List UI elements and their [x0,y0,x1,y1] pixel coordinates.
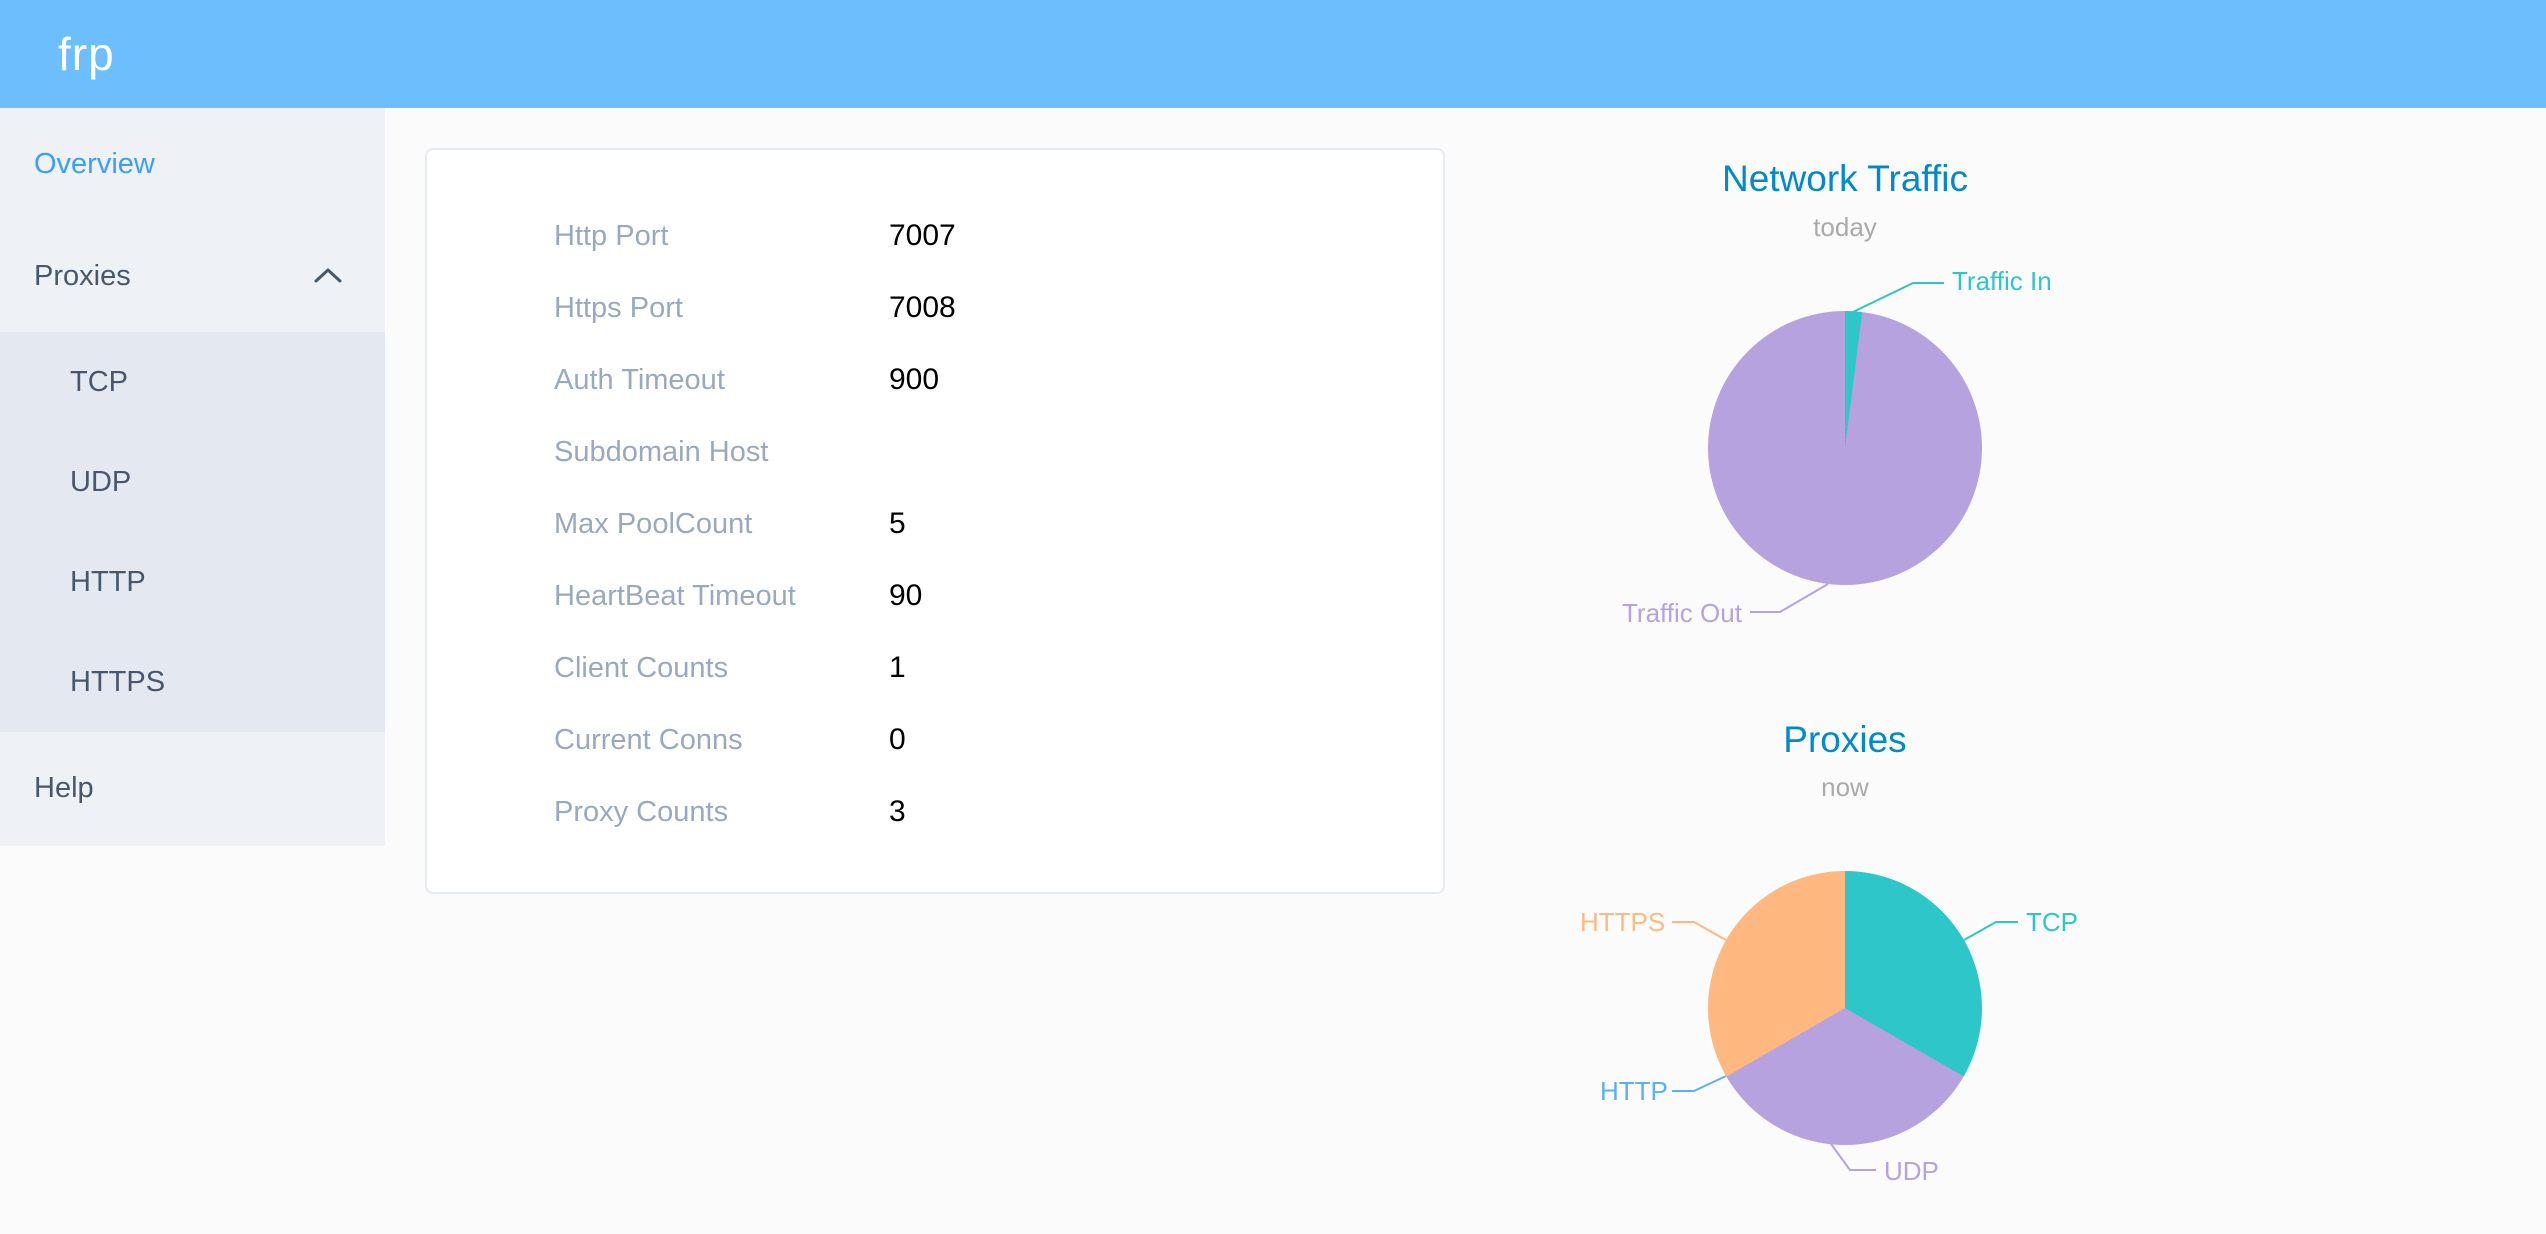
proxies-chart-subtitle: now [1821,772,1869,802]
server-config-rows: Http Port 7007 Https Port 7008 Auth Time… [427,200,1443,848]
sidebar-item-overview[interactable]: Overview [34,148,155,180]
pie-label-tcp: TCP [2026,907,2078,937]
config-label: Http Port [554,220,669,252]
proxies-chart-title: Proxies [1783,719,1907,760]
config-label: Proxy Counts [554,796,729,828]
config-value: 7008 [889,291,956,324]
network-traffic-subtitle: today [1813,212,1877,242]
pie-label-traffic-out: Traffic Out [1622,598,1742,628]
config-label: Auth Timeout [554,364,725,396]
proxies-pie[interactable] [1708,871,1982,1145]
sidebar-item-proxies[interactable]: Proxies [0,220,385,332]
config-row: Proxy Counts 3 [427,776,1443,848]
callout-line-udp [1830,1143,1876,1171]
sidebar-item-tcp[interactable]: TCP [70,366,128,398]
sidebar-item-label: Proxies [34,260,131,292]
config-row: Http Port 7007 [427,200,1443,272]
config-label: Https Port [554,292,683,324]
config-value: 5 [889,507,906,540]
config-row: Auth Timeout 900 [427,344,1443,416]
pie-label-https: HTTPS [1580,907,1666,937]
pie-label-udp: UDP [1884,1156,1939,1186]
sidebar-item-help[interactable]: Help [34,772,94,804]
config-label: Subdomain Host [554,436,769,468]
config-value: 900 [889,363,940,396]
config-value: 3 [889,795,906,828]
config-label: Current Conns [554,724,743,756]
sidebar-item-udp[interactable]: UDP [70,466,132,498]
callout-line-https [1672,921,1727,941]
app-header: frp [0,0,2546,108]
config-row: Max PoolCount 5 [427,488,1443,560]
app-logo: frp [58,28,115,80]
config-label: Max PoolCount [554,508,753,540]
pie-label-traffic-in: Traffic In [1952,266,2052,296]
sidebar-submenu-proxies: TCP UDP HTTP HTTPS [0,332,385,732]
config-value: 7007 [889,219,956,252]
callout-line-http [1672,1075,1727,1092]
config-row: Current Conns 0 [427,704,1443,776]
sidebar-item-https[interactable]: HTTPS [70,666,166,698]
config-label: HeartBeat Timeout [554,580,796,612]
config-row: HeartBeat Timeout 90 [427,560,1443,632]
config-label: Client Counts [554,652,729,684]
network-traffic-title: Network Traffic [1721,158,1969,199]
sidebar-item-http[interactable]: HTTP [70,566,146,598]
network-traffic-pie[interactable] [1708,311,1982,585]
config-value: 90 [889,579,923,612]
config-value: 1 [889,651,906,684]
server-config-card: Http Port 7007 Https Port 7008 Auth Time… [425,148,1445,894]
pie-label-http: HTTP [1600,1076,1668,1106]
sidebar: Overview Proxies TCP UDP HTTP HTTPS Help [0,108,385,846]
callout-line-traffic-out [1750,583,1829,613]
chevron-up-icon [314,268,342,283]
config-row: Subdomain Host [427,416,1443,488]
config-row: Https Port 7008 [427,272,1443,344]
callout-line-traffic-in [1852,282,1944,313]
config-value: 0 [889,723,906,756]
config-row: Client Counts 1 [427,632,1443,704]
callout-line-tcp [1963,921,2018,941]
